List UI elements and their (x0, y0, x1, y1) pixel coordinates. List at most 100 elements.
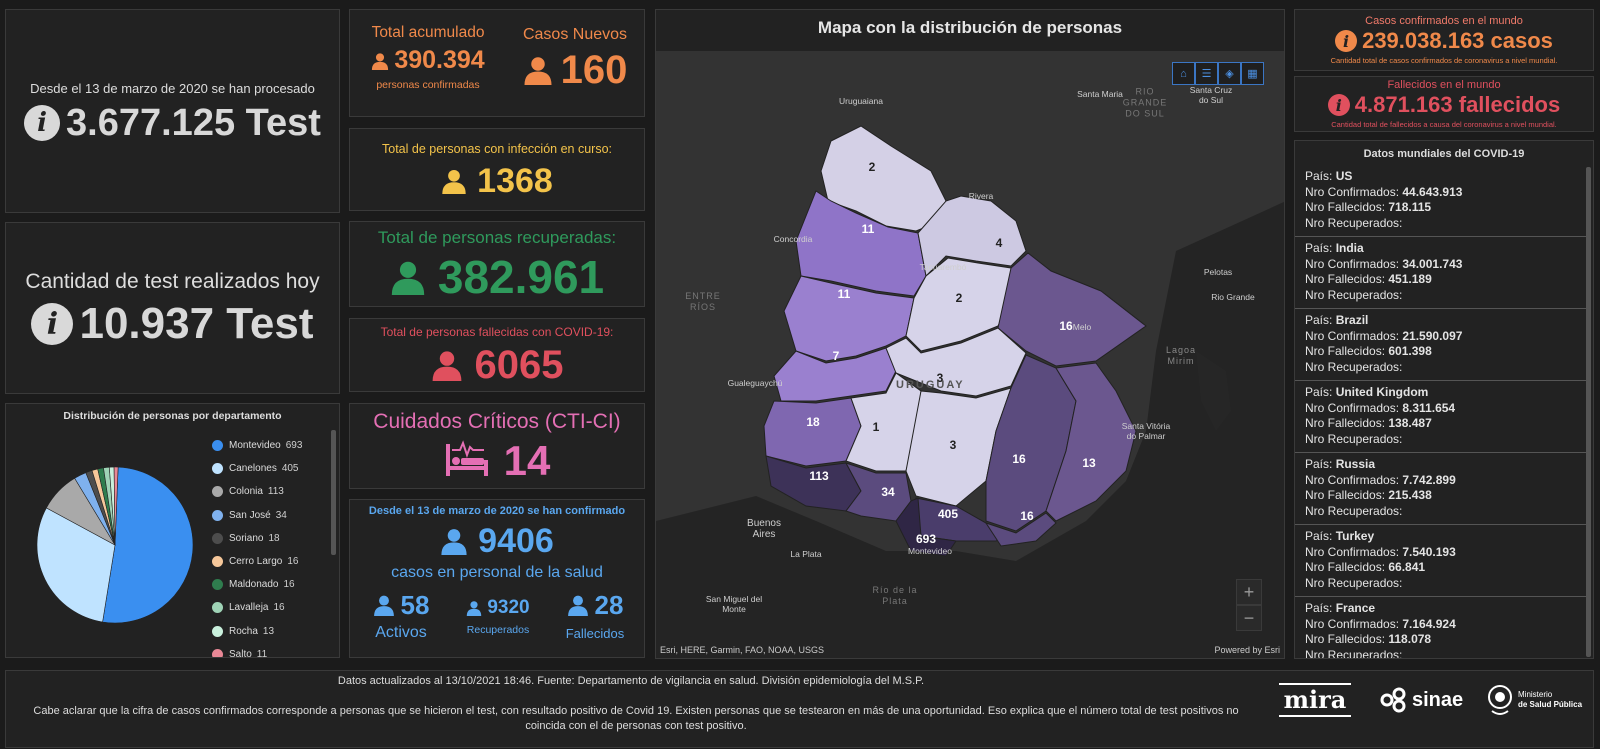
person-icon (523, 55, 553, 85)
map-count-san-jose: 34 (881, 485, 895, 499)
map-view[interactable]: 2 11 4 11 2 16 7 3 18 1 3 16 13 113 34 4… (656, 51, 1284, 658)
legend-item[interactable]: Salto 11 (212, 643, 327, 657)
legend-item[interactable]: Colonia 113 (212, 480, 327, 503)
person-icon (371, 52, 389, 70)
world-list-item[interactable]: País: Brazil Nro Confirmados: 21.590.097 N… (1295, 309, 1587, 381)
map-region-label: Lagoa Mirim (1165, 345, 1197, 366)
deaths-value: 6065 (474, 343, 564, 387)
map-city-label: Santa Vitória do Palmar (1121, 421, 1171, 441)
world-field-value: 118.078 (1388, 632, 1432, 646)
legend-item[interactable]: Montevideo 693 (212, 434, 327, 457)
legend-item[interactable]: Canelones 405 (212, 457, 327, 480)
legend-value: 16 (273, 602, 285, 614)
legend-label: Soriano (229, 532, 264, 544)
person-icon (466, 600, 482, 616)
map-city-label: Pelotas (1203, 267, 1233, 277)
legend-label: Canelones (229, 463, 277, 475)
health-deaths-label: Fallecidos (565, 626, 625, 641)
world-list-item[interactable]: País: India Nro Confirmados: 34.001.743 Nr… (1295, 237, 1587, 309)
health-recovered-label: Recuperados (466, 624, 530, 636)
legend-swatch (212, 509, 223, 521)
legend-value: 18 (268, 532, 280, 544)
health-staff-value: 9406 (478, 522, 554, 560)
legend-swatch (212, 440, 223, 452)
legend-label: Rocha (229, 625, 258, 637)
world-field-label: Nro Fallecidos: (1305, 488, 1389, 502)
world-list-scrollbar[interactable] (1586, 167, 1591, 657)
legend-value: 34 (275, 509, 287, 521)
basemap-grid-icon[interactable]: ▦ (1241, 62, 1264, 85)
distribution-title: Distribución de personas por departament… (63, 410, 282, 422)
msp-logo-line2: de Salud Pública (1518, 700, 1583, 709)
world-list-title: Datos mundiales del COVID-19 (1363, 148, 1525, 160)
world-field-label: Nro Recuperados: (1305, 287, 1403, 302)
info-icon: i (31, 303, 74, 345)
world-list[interactable]: País: US Nro Confirmados: 44.643.913 Nro F… (1295, 165, 1587, 658)
map-count-rivera: 4 (995, 236, 1003, 250)
world-field-label: Nro Fallecidos: (1305, 560, 1389, 574)
world-field-label: País: (1305, 601, 1336, 615)
world-field-label: País: (1305, 385, 1336, 399)
critical-value: 14 (503, 437, 551, 484)
legend-item[interactable]: Cerro Largo 16 (212, 550, 327, 573)
world-list-item[interactable]: País: United Kingdom Nro Confirmados: 8.3… (1295, 381, 1587, 453)
world-confirmed-note: Cantidad total de casos confirmados de c… (1330, 56, 1558, 65)
pie-slice[interactable] (113, 466, 119, 546)
world-field-label: País: (1305, 313, 1336, 327)
map-count-paysandu: 11 (837, 287, 851, 301)
world-field-value: 451.189 (1388, 272, 1432, 286)
map-powered-by[interactable]: Powered by Esri (1214, 645, 1280, 655)
pie-slice[interactable] (36, 507, 116, 623)
legend-item[interactable]: Maldonado 16 (212, 573, 327, 596)
world-field-label: Nro Confirmados: (1305, 400, 1403, 415)
world-list-item[interactable]: País: Turkey Nro Confirmados: 7.540.193 Nr… (1295, 525, 1587, 597)
home-icon[interactable]: ⌂ (1172, 62, 1195, 85)
legend-value: 13 (262, 625, 275, 637)
legend-value: 16 (287, 556, 299, 568)
legend-item[interactable]: Lavalleja 16 (212, 596, 327, 619)
map-count-tacuarembo: 2 (955, 291, 963, 305)
person-icon (440, 527, 468, 555)
tests-total-value: 3.677.125 Test (66, 101, 321, 144)
world-list-item[interactable]: País: US Nro Confirmados: 44.643.913 Nro F… (1295, 165, 1587, 237)
world-field-value: 34.001.743 (1402, 256, 1463, 271)
legend-scrollbar[interactable] (331, 430, 336, 555)
world-list-item[interactable]: País: Russia Nro Confirmados: 7.742.899 Nr… (1295, 453, 1587, 525)
map-count-montevideo: 693 (915, 532, 937, 546)
zoom-in-button[interactable]: + (1236, 579, 1262, 605)
person-icon (390, 259, 426, 295)
legend-label: Maldonado (229, 579, 279, 591)
legend-item[interactable]: San José 34 (212, 504, 327, 527)
world-confirmed-title: Casos confirmados en el mundo (1365, 15, 1523, 27)
map-count-flores: 1 (872, 420, 880, 434)
map-city-label: Melo (1072, 322, 1092, 332)
zoom-out-button[interactable]: − (1236, 605, 1262, 631)
layers-icon[interactable]: ◈ (1218, 62, 1241, 85)
legend-value: 405 (281, 463, 299, 475)
world-field-value: 66.841 (1388, 560, 1426, 574)
legend-item[interactable]: Soriano 18 (212, 527, 327, 550)
map-count-soriano: 18 (806, 415, 820, 429)
recovered-value: 382.961 (437, 251, 605, 303)
world-field-value: Brazil (1335, 313, 1369, 327)
map-count-florida: 3 (949, 438, 957, 452)
pie-slice[interactable] (102, 466, 194, 624)
world-field-label: Nro Fallecidos: (1305, 200, 1389, 214)
legend-list-icon[interactable]: ☰ (1195, 62, 1218, 85)
map-count-durazno: 3 (936, 371, 944, 385)
accumulated-panel: Total acumulado 390.394 personas confirm… (349, 9, 645, 117)
mira-logo-text: mira (1283, 685, 1347, 714)
tests-total-panel: Desde el 13 de marzo de 2020 se han proc… (5, 9, 340, 213)
legend-label: Colonia (229, 486, 263, 498)
mira-logo: mira (1279, 683, 1351, 717)
map-city-label: Rio Grande (1211, 292, 1255, 302)
map-city-label: Buenos Aires (747, 518, 781, 540)
legend-item[interactable]: Rocha 13 (212, 620, 327, 643)
distribution-pie-chart (36, 466, 194, 624)
tests-today-value: 10.937 Test (79, 299, 314, 348)
legend-swatch (212, 556, 223, 568)
world-list-item[interactable]: País: France Nro Confirmados: 7.164.924 Nr… (1295, 597, 1587, 658)
world-deaths-title: Fallecidos en el mundo (1387, 79, 1501, 91)
legend-swatch (212, 625, 223, 637)
map-city-label: Concordia (773, 234, 813, 244)
